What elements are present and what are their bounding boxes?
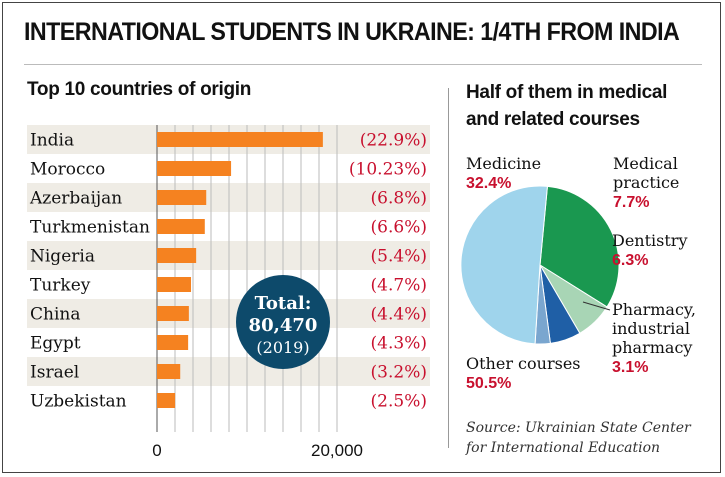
bar-turkmenistan — [157, 219, 205, 234]
percent-label: (2.5%) — [371, 392, 427, 412]
bar-india — [157, 132, 323, 147]
bar-nigeria — [157, 248, 197, 263]
bar-egypt — [157, 335, 189, 350]
percent-label: (3.2%) — [371, 363, 427, 383]
main-title: INTERNATIONAL STUDENTS IN UKRAINE: 1/4TH… — [24, 18, 680, 46]
pie-label-name: industrial — [612, 319, 690, 338]
pie-label-name: Other courses — [466, 354, 581, 373]
pie-slice-0 — [539, 185, 620, 308]
panel-divider — [448, 88, 449, 448]
total-label: Total: — [255, 293, 312, 314]
total-circle — [236, 275, 330, 369]
country-label: Uzbekistan — [30, 392, 127, 412]
infographic-frame — [2, 2, 721, 473]
pie-subtitle-line-1: Half of them in medical — [466, 82, 668, 103]
country-label: Turkey — [30, 276, 91, 296]
pie-label-value: 7.7% — [613, 194, 649, 211]
percent-label: (4.3%) — [371, 334, 427, 354]
pie-label-name: practice — [613, 173, 679, 192]
percent-label: (4.7%) — [371, 276, 427, 296]
total-value: 80,470 — [249, 315, 318, 336]
x-tick-label: 0 — [152, 441, 161, 460]
pie-leader-line — [582, 301, 611, 311]
title-rule — [24, 64, 702, 65]
pie-label-value: 6.3% — [612, 252, 648, 269]
source-line-2: for International Education — [466, 440, 661, 456]
percent-label: (6.6%) — [371, 218, 427, 238]
country-label: Turkmenistan — [30, 218, 150, 238]
country-label: Israel — [30, 363, 79, 383]
bar-china — [157, 306, 189, 321]
country-label: Nigeria — [30, 247, 95, 267]
country-label: Egypt — [30, 334, 81, 354]
bar-uzbekistan — [157, 393, 176, 408]
pie-label-value: 50.5% — [466, 375, 511, 392]
bar-turkey — [157, 277, 192, 292]
percent-label: (10.23%) — [349, 160, 427, 180]
bar-azerbaijan — [157, 190, 207, 205]
pie-label-value: 32.4% — [466, 175, 511, 192]
percent-label: (6.8%) — [371, 189, 427, 209]
pie-subtitle-line-2: and related courses — [466, 109, 640, 130]
country-label: Azerbaijan — [29, 189, 122, 209]
bar-israel — [157, 364, 181, 379]
x-tick-label: 20,000 — [311, 441, 363, 460]
percent-label: (4.4%) — [371, 305, 427, 325]
country-label: India — [30, 131, 74, 151]
pie-label-value: 3.1% — [612, 359, 648, 376]
pie-chart-subtitle: Half of them in medical and related cour… — [466, 79, 667, 133]
pie-label-name: Dentistry — [612, 231, 687, 250]
pie-label-name: Pharmacy, — [612, 300, 696, 319]
bar-gridlines — [174, 125, 338, 432]
pie-label-name: Medicine — [466, 154, 541, 173]
pie-slice-4 — [460, 185, 548, 345]
country-label: Morocco — [30, 160, 105, 180]
country-label: China — [30, 305, 80, 325]
source-note: Source: Ukrainian State Center for Inter… — [466, 418, 691, 458]
source-line-1: Source: Ukrainian State Center — [466, 420, 691, 436]
pie-label-name: Medical — [613, 154, 678, 173]
percent-label: (22.9%) — [360, 131, 427, 151]
pie-label-name: pharmacy — [612, 338, 692, 357]
percent-label: (5.4%) — [371, 247, 427, 267]
total-year: (2019) — [256, 338, 309, 357]
bar-chart-subtitle: Top 10 countries of origin — [27, 79, 252, 100]
bar-morocco — [157, 161, 232, 176]
